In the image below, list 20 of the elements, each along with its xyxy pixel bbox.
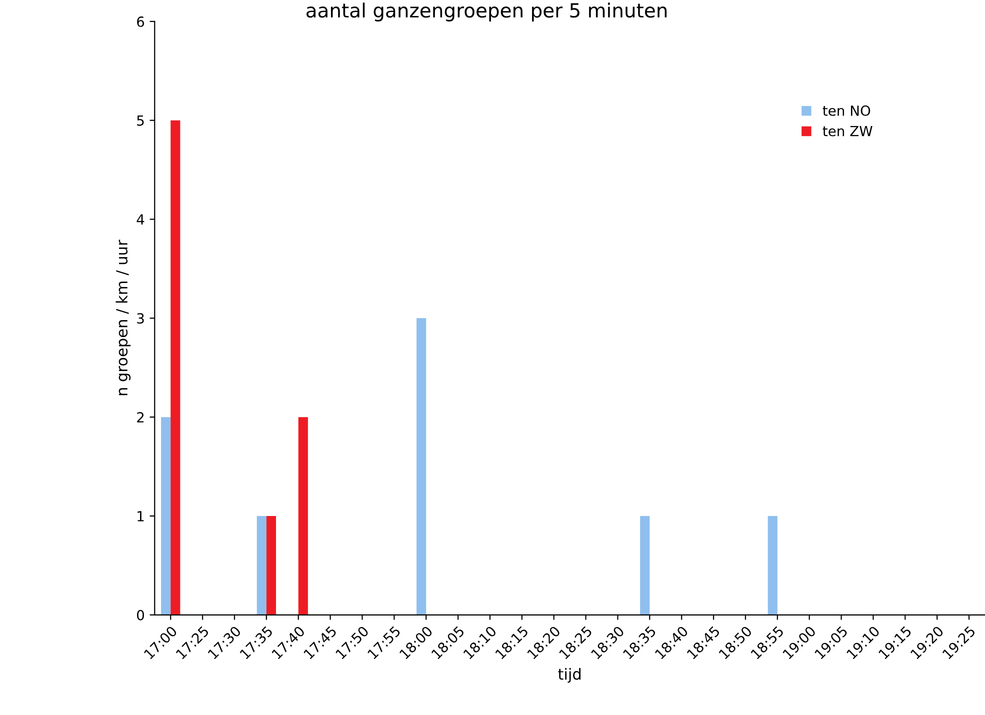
bar: [298, 417, 308, 615]
bar: [266, 516, 276, 615]
bar: [768, 516, 778, 615]
bar: [161, 417, 171, 615]
y-tick-label: 3: [137, 313, 144, 324]
y-tick-label: 2: [137, 412, 144, 422]
y-tick-label: 6: [137, 16, 144, 27]
y-tick-label: 1: [138, 511, 144, 522]
legend-label: ten ZW: [822, 126, 872, 136]
bar: [416, 318, 426, 615]
bar: [256, 516, 266, 615]
y-tick-label: 5: [137, 116, 144, 126]
y-tick-label: 0: [137, 610, 144, 620]
bar: [170, 120, 180, 615]
y-tick-label: 4: [136, 214, 144, 225]
x-axis-title: tijd: [558, 668, 581, 683]
chart-title: aantal ganzengroepen per 5 minuten: [306, 2, 667, 22]
bar: [640, 516, 650, 615]
legend-label: ten NO: [822, 105, 870, 116]
y-axis-title: n groepen / km / uur: [116, 240, 131, 396]
